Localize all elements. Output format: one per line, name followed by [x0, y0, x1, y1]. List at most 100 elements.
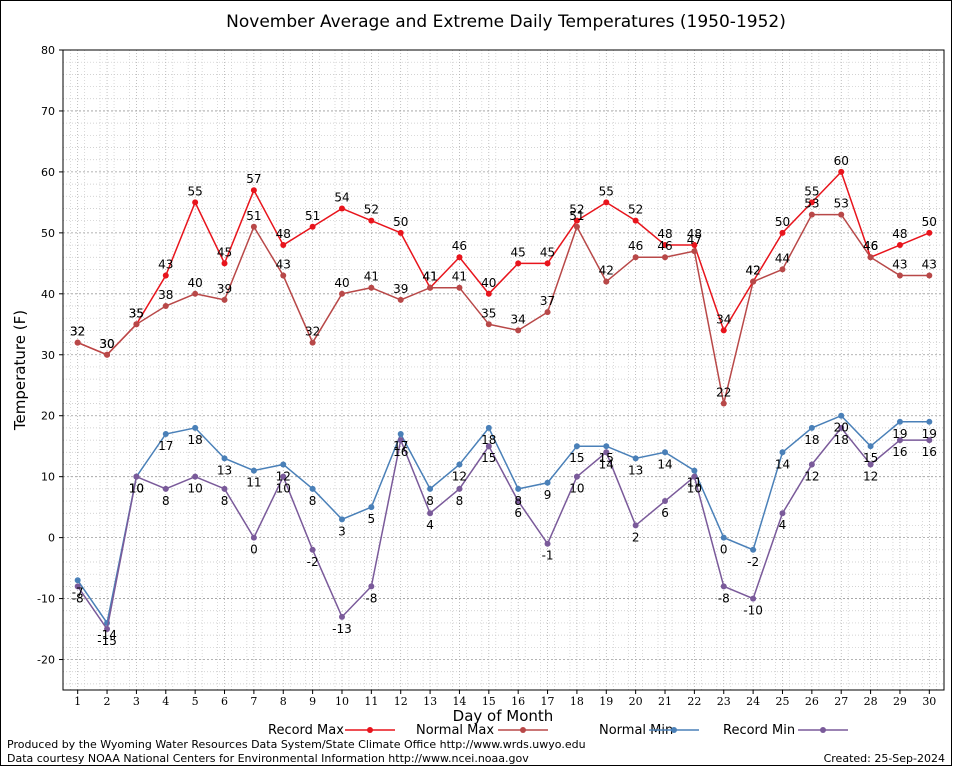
data-point-normal-max — [427, 284, 434, 291]
x-tick-label: 16 — [511, 695, 525, 708]
footer-produced-by: Produced by the Wyoming Water Resources … — [7, 738, 586, 751]
data-point-record-min — [838, 424, 845, 431]
data-point-normal-min — [632, 455, 639, 462]
data-point-normal-min — [838, 412, 845, 419]
y-tick-label: 40 — [41, 288, 55, 301]
x-tick-label: 18 — [570, 695, 584, 708]
data-point-record-max — [662, 242, 669, 249]
data-label: 18 — [804, 433, 819, 447]
data-point-normal-min — [74, 577, 81, 584]
data-point-record-max — [544, 260, 551, 267]
legend-label-record-min: Record Min — [723, 723, 795, 738]
data-label: 45 — [511, 245, 526, 259]
data-labels: 3232-7-83030-14-153535101043381785540181… — [70, 154, 937, 648]
data-point-record-max — [485, 290, 492, 297]
data-label: 35 — [481, 306, 496, 320]
data-label: -8 — [72, 591, 84, 605]
legend-marker-normal-max — [520, 727, 526, 733]
data-label: 10 — [569, 482, 584, 496]
data-label: 8 — [162, 494, 170, 508]
data-label: 11 — [246, 476, 261, 490]
data-point-normal-min — [573, 443, 580, 450]
data-label: 15 — [569, 451, 584, 465]
data-point-record-min — [427, 510, 434, 517]
data-label: 41 — [422, 270, 437, 284]
data-point-record-max — [720, 327, 727, 334]
data-label: 51 — [305, 209, 320, 223]
data-point-normal-min — [456, 461, 463, 468]
data-label: 8 — [426, 494, 434, 508]
data-point-normal-min — [662, 449, 669, 456]
x-tick-label: 28 — [864, 695, 878, 708]
data-label: 6 — [514, 506, 522, 520]
data-label: 4 — [426, 518, 434, 532]
data-label: 57 — [246, 172, 261, 186]
data-label: 17 — [158, 439, 173, 453]
data-label: 10 — [188, 482, 203, 496]
x-tick-label: 4 — [162, 695, 169, 708]
data-label: 42 — [745, 264, 760, 278]
data-label: 46 — [863, 239, 878, 253]
data-point-normal-min — [192, 424, 199, 431]
data-label: 52 — [364, 203, 379, 217]
data-point-normal-max — [662, 254, 669, 261]
x-tick-label: 23 — [717, 695, 731, 708]
data-point-record-min — [368, 583, 375, 590]
data-point-normal-max — [720, 400, 727, 407]
data-point-record-min — [515, 498, 522, 505]
data-label: 43 — [158, 258, 173, 272]
x-tick-label: 24 — [746, 695, 760, 708]
data-label: 4 — [779, 518, 787, 532]
data-point-normal-max — [133, 321, 140, 328]
legend-marker-normal-min — [671, 727, 677, 733]
data-label: 35 — [129, 306, 144, 320]
data-label: 12 — [804, 469, 819, 483]
data-label: 12 — [452, 469, 467, 483]
data-label: 3 — [338, 524, 346, 538]
x-tick-label: 12 — [394, 695, 408, 708]
data-label: 18 — [834, 433, 849, 447]
data-point-normal-max — [74, 339, 81, 346]
data-label: 55 — [804, 184, 819, 198]
footer-created: Created: 25-Sep-2024 — [823, 752, 945, 765]
x-tick-label: 14 — [452, 695, 466, 708]
data-point-normal-max — [221, 296, 228, 303]
data-label: 5 — [368, 512, 376, 526]
data-label: 0 — [720, 543, 728, 557]
data-point-record-min — [632, 522, 639, 529]
data-point-normal-max — [397, 296, 404, 303]
y-tick-label: 50 — [41, 227, 55, 240]
y-tick-label: 60 — [41, 166, 55, 179]
data-point-normal-max — [104, 351, 111, 358]
data-point-normal-min — [896, 418, 903, 425]
data-point-record-min — [544, 540, 551, 547]
plot-area — [63, 50, 944, 690]
data-point-record-max — [573, 217, 580, 224]
data-point-normal-min — [926, 418, 933, 425]
data-label: 35 — [129, 306, 144, 320]
x-tick-label: 3 — [133, 695, 140, 708]
data-label: 44 — [775, 251, 790, 265]
data-point-record-min — [867, 461, 874, 468]
data-label: -1 — [542, 549, 554, 563]
data-label: 50 — [922, 215, 937, 229]
data-point-normal-min — [250, 467, 257, 474]
data-label: 43 — [892, 258, 907, 272]
data-label: 40 — [481, 276, 496, 290]
x-tick-label: 20 — [629, 695, 643, 708]
data-point-record-min — [397, 437, 404, 444]
data-point-record-max — [896, 242, 903, 249]
data-point-record-max — [838, 168, 845, 175]
data-label: 20 — [834, 421, 849, 435]
data-label: 13 — [217, 463, 232, 477]
data-label: 32 — [70, 325, 85, 339]
data-label: 55 — [188, 184, 203, 198]
data-label: 34 — [716, 312, 731, 326]
data-point-record-min — [750, 595, 757, 602]
data-point-normal-max — [485, 321, 492, 328]
legend-label-normal-min: Normal Min — [599, 723, 673, 738]
data-label: 22 — [716, 386, 731, 400]
data-label: 8 — [221, 494, 229, 508]
data-point-record-max — [280, 242, 287, 249]
data-label: -13 — [332, 622, 352, 636]
